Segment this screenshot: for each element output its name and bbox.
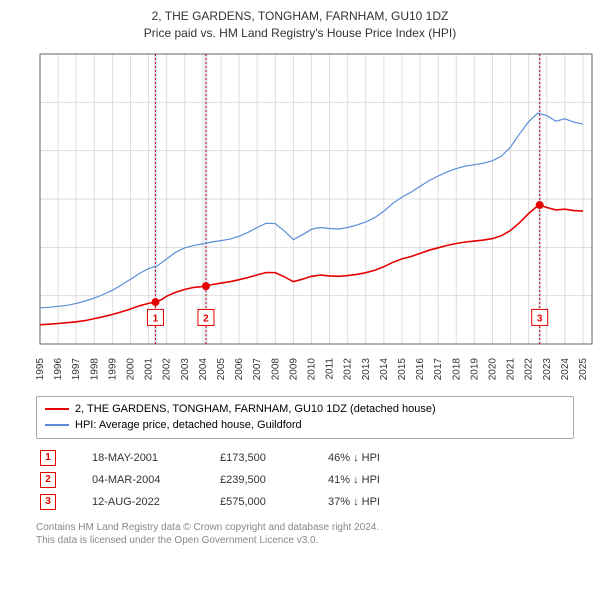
event-price: £239,500 bbox=[220, 474, 310, 486]
legend-swatch bbox=[45, 408, 69, 410]
svg-text:2020: 2020 bbox=[487, 357, 498, 380]
svg-text:2025: 2025 bbox=[578, 357, 589, 380]
event-pct: 46% ↓ HPI bbox=[328, 452, 438, 464]
svg-text:2010: 2010 bbox=[306, 357, 317, 380]
events-table: 1 18-MAY-2001 £173,500 46% ↓ HPI 2 04-MA… bbox=[36, 447, 556, 513]
event-pct: 41% ↓ HPI bbox=[328, 474, 438, 486]
svg-text:2003: 2003 bbox=[180, 357, 191, 380]
event-date: 18-MAY-2001 bbox=[92, 452, 202, 464]
svg-text:2: 2 bbox=[203, 313, 209, 324]
svg-text:1: 1 bbox=[153, 313, 159, 324]
event-row: 3 12-AUG-2022 £575,000 37% ↓ HPI bbox=[36, 491, 556, 513]
svg-text:2018: 2018 bbox=[451, 357, 462, 380]
svg-text:2012: 2012 bbox=[343, 357, 354, 380]
svg-text:2007: 2007 bbox=[252, 357, 263, 380]
svg-text:2021: 2021 bbox=[506, 357, 517, 380]
svg-text:2011: 2011 bbox=[325, 357, 336, 379]
svg-text:1998: 1998 bbox=[89, 357, 100, 380]
chart-container: 2, THE GARDENS, TONGHAM, FARNHAM, GU10 1… bbox=[0, 0, 600, 547]
svg-text:2013: 2013 bbox=[361, 357, 372, 380]
credit-line: Contains HM Land Registry data © Crown c… bbox=[36, 521, 556, 534]
svg-text:2017: 2017 bbox=[433, 357, 444, 380]
title-address: 2, THE GARDENS, TONGHAM, FARNHAM, GU10 1… bbox=[0, 8, 600, 25]
credit-line: This data is licensed under the Open Gov… bbox=[36, 534, 556, 547]
svg-text:2000: 2000 bbox=[125, 357, 136, 380]
credit-block: Contains HM Land Registry data © Crown c… bbox=[36, 521, 556, 547]
legend-row: 2, THE GARDENS, TONGHAM, FARNHAM, GU10 1… bbox=[45, 401, 565, 418]
svg-text:2006: 2006 bbox=[234, 357, 245, 380]
legend-label: 2, THE GARDENS, TONGHAM, FARNHAM, GU10 1… bbox=[75, 401, 436, 418]
event-badge: 3 bbox=[40, 494, 56, 510]
svg-text:2024: 2024 bbox=[560, 357, 571, 380]
svg-text:2016: 2016 bbox=[415, 357, 426, 380]
event-badge: 2 bbox=[40, 472, 56, 488]
event-row: 1 18-MAY-2001 £173,500 46% ↓ HPI bbox=[36, 447, 556, 469]
event-price: £173,500 bbox=[220, 452, 310, 464]
plot-svg: £0£200K£400K£600K£800K£1M£1.2M1995199619… bbox=[36, 48, 596, 388]
svg-text:2002: 2002 bbox=[162, 357, 173, 380]
event-badge: 1 bbox=[40, 450, 56, 466]
svg-text:2023: 2023 bbox=[542, 357, 553, 380]
svg-text:2019: 2019 bbox=[469, 357, 480, 380]
svg-text:1995: 1995 bbox=[36, 357, 46, 380]
svg-text:1996: 1996 bbox=[53, 357, 64, 380]
event-price: £575,000 bbox=[220, 496, 310, 508]
svg-text:2015: 2015 bbox=[397, 357, 408, 380]
event-date: 12-AUG-2022 bbox=[92, 496, 202, 508]
svg-text:3: 3 bbox=[537, 313, 543, 324]
svg-text:2022: 2022 bbox=[524, 357, 535, 380]
title-block: 2, THE GARDENS, TONGHAM, FARNHAM, GU10 1… bbox=[0, 0, 600, 48]
legend: 2, THE GARDENS, TONGHAM, FARNHAM, GU10 1… bbox=[36, 396, 574, 439]
legend-label: HPI: Average price, detached house, Guil… bbox=[75, 417, 302, 434]
svg-text:2004: 2004 bbox=[198, 357, 209, 380]
svg-text:2005: 2005 bbox=[216, 357, 227, 380]
event-date: 04-MAR-2004 bbox=[92, 474, 202, 486]
title-subtitle: Price paid vs. HM Land Registry's House … bbox=[0, 25, 600, 42]
plot-area: £0£200K£400K£600K£800K£1M£1.2M1995199619… bbox=[36, 48, 596, 388]
legend-row: HPI: Average price, detached house, Guil… bbox=[45, 417, 565, 434]
svg-text:2009: 2009 bbox=[288, 357, 299, 380]
event-pct: 37% ↓ HPI bbox=[328, 496, 438, 508]
svg-text:1997: 1997 bbox=[71, 357, 82, 380]
legend-swatch bbox=[45, 424, 69, 426]
svg-text:2014: 2014 bbox=[379, 357, 390, 380]
svg-text:1999: 1999 bbox=[107, 357, 118, 380]
event-row: 2 04-MAR-2004 £239,500 41% ↓ HPI bbox=[36, 469, 556, 491]
svg-text:2001: 2001 bbox=[144, 357, 155, 380]
svg-text:2008: 2008 bbox=[270, 357, 281, 380]
